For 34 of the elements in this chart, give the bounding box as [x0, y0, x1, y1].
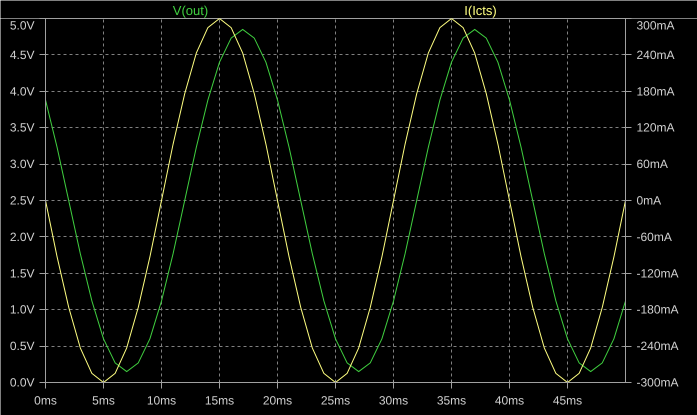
series-label: I(Icts): [464, 2, 497, 18]
y-tick-label: 4.0V: [10, 84, 34, 98]
y2-tick-label: -60mA: [636, 230, 672, 244]
y-tick-label: 4.5V: [10, 48, 34, 62]
x-tick-label: 10ms: [146, 394, 176, 408]
y-tick-label: 3.5V: [10, 120, 34, 135]
x-tick-label: 15ms: [204, 394, 234, 408]
x-tick-label: 20ms: [262, 394, 292, 408]
y2-tick-label: -120mA: [636, 266, 679, 280]
y2-tick-label: 300mA: [636, 18, 675, 32]
x-tick-label: 5ms: [92, 394, 115, 408]
y2-tick-label: 120mA: [636, 120, 675, 135]
y-tick-label: 2.0V: [10, 230, 34, 244]
x-tick-label: 30ms: [378, 394, 408, 408]
y-tick-label: 5.0V: [10, 18, 34, 32]
y-tick-label: 0.0V: [10, 376, 34, 390]
y-tick-label: 3.0V: [10, 157, 34, 172]
x-tick-label: 45ms: [552, 394, 582, 408]
y2-tick-label: 60mA: [636, 157, 668, 172]
y-tick-label: 1.0V: [10, 302, 34, 317]
y2-tick-label: 180mA: [636, 84, 675, 98]
y2-tick-label: 240mA: [636, 48, 675, 62]
text: V(out): [172, 2, 208, 18]
y-tick-label: 2.5V: [10, 194, 34, 208]
x-tick-label: 0ms: [34, 394, 57, 408]
y2-tick-label: -180mA: [636, 302, 679, 317]
y2-tick-label: -300mA: [636, 376, 679, 390]
y-tick-label: 1.5V: [10, 266, 34, 280]
y2-tick-label: -240mA: [636, 339, 679, 354]
y2-tick-label: 0mA: [636, 194, 662, 208]
y-tick-label: 0.5V: [10, 339, 34, 354]
x-tick-label: 25ms: [320, 394, 350, 408]
x-tick-label: 35ms: [436, 394, 466, 408]
x-tick-label: 40ms: [494, 394, 524, 408]
